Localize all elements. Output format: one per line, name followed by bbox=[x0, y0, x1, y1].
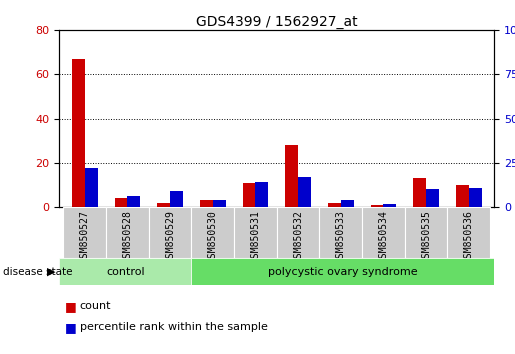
Bar bbox=[448, 207, 490, 258]
Bar bbox=[72, 59, 85, 207]
Bar bbox=[213, 200, 226, 207]
Bar bbox=[158, 202, 170, 207]
Bar bbox=[319, 207, 362, 258]
Bar bbox=[234, 207, 277, 258]
Text: GSM850532: GSM850532 bbox=[293, 210, 303, 263]
Bar bbox=[362, 207, 405, 258]
Bar bbox=[59, 258, 192, 285]
Bar bbox=[298, 177, 311, 207]
Text: control: control bbox=[106, 267, 145, 277]
Bar bbox=[255, 182, 268, 207]
Bar bbox=[63, 207, 106, 258]
Text: GSM850535: GSM850535 bbox=[421, 210, 431, 263]
Text: GSM850528: GSM850528 bbox=[123, 210, 132, 263]
Bar bbox=[192, 258, 494, 285]
Bar bbox=[106, 207, 149, 258]
Bar bbox=[371, 205, 384, 207]
Text: GSM850531: GSM850531 bbox=[250, 210, 261, 263]
Bar bbox=[277, 207, 319, 258]
Bar bbox=[456, 185, 469, 207]
Text: GSM850536: GSM850536 bbox=[464, 210, 474, 263]
Text: GSM850534: GSM850534 bbox=[379, 210, 388, 263]
Bar bbox=[149, 207, 192, 258]
Bar bbox=[285, 145, 298, 207]
Bar bbox=[426, 189, 439, 207]
Text: polycystic ovary syndrome: polycystic ovary syndrome bbox=[268, 267, 418, 277]
Text: ■: ■ bbox=[64, 321, 76, 334]
Text: disease state: disease state bbox=[3, 267, 72, 277]
Text: GSM850529: GSM850529 bbox=[165, 210, 175, 263]
Text: GSM850533: GSM850533 bbox=[336, 210, 346, 263]
Bar bbox=[128, 196, 140, 207]
Title: GDS4399 / 1562927_at: GDS4399 / 1562927_at bbox=[196, 15, 357, 29]
Bar bbox=[384, 204, 396, 207]
Bar bbox=[405, 207, 448, 258]
Text: ■: ■ bbox=[64, 300, 76, 313]
Bar bbox=[469, 188, 482, 207]
Text: count: count bbox=[80, 301, 111, 311]
Bar bbox=[170, 191, 183, 207]
Bar bbox=[200, 200, 213, 207]
Bar bbox=[341, 200, 354, 207]
Bar bbox=[115, 198, 128, 207]
Bar bbox=[85, 168, 98, 207]
Text: percentile rank within the sample: percentile rank within the sample bbox=[80, 322, 268, 332]
Bar bbox=[414, 178, 426, 207]
Bar bbox=[243, 183, 255, 207]
Text: ▶: ▶ bbox=[47, 267, 56, 277]
Bar bbox=[328, 202, 341, 207]
Bar bbox=[192, 207, 234, 258]
Text: GSM850530: GSM850530 bbox=[208, 210, 218, 263]
Text: GSM850527: GSM850527 bbox=[80, 210, 90, 263]
